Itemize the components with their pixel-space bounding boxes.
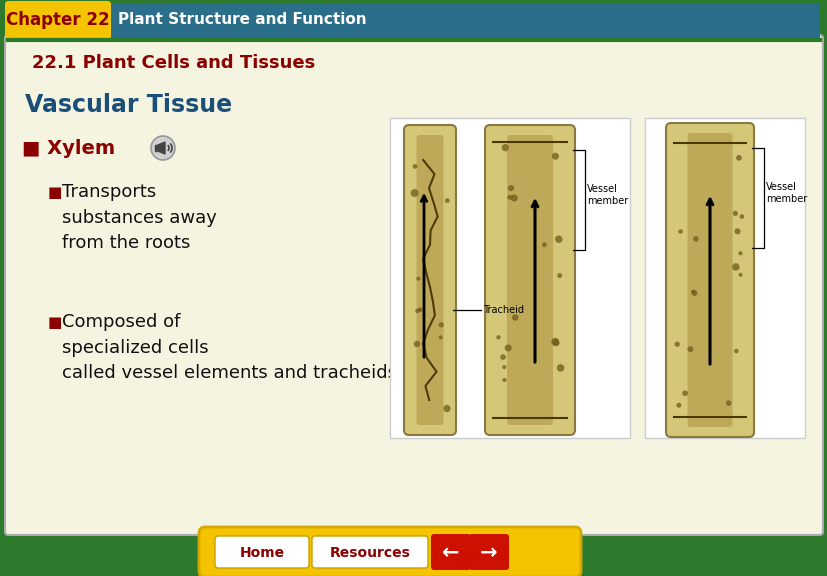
Circle shape <box>510 195 517 202</box>
Circle shape <box>677 229 682 234</box>
Circle shape <box>556 364 564 372</box>
Text: 22.1 Plant Cells and Tissues: 22.1 Plant Cells and Tissues <box>32 54 315 72</box>
FancyBboxPatch shape <box>665 123 753 437</box>
Text: Tracheid: Tracheid <box>482 305 523 315</box>
Text: Resources: Resources <box>329 546 410 560</box>
Text: Home: Home <box>239 546 284 560</box>
FancyBboxPatch shape <box>506 135 552 425</box>
Bar <box>644 118 804 438</box>
FancyBboxPatch shape <box>686 133 732 427</box>
Text: Vessel
member: Vessel member <box>765 182 806 204</box>
FancyBboxPatch shape <box>468 534 509 570</box>
Circle shape <box>415 309 419 313</box>
Circle shape <box>507 195 512 200</box>
Text: Plant Structure and Function: Plant Structure and Function <box>118 13 366 28</box>
Circle shape <box>554 236 562 243</box>
Text: ■: ■ <box>48 185 62 200</box>
Circle shape <box>552 339 559 346</box>
Circle shape <box>557 273 562 278</box>
FancyBboxPatch shape <box>416 135 443 425</box>
Circle shape <box>551 338 558 346</box>
Circle shape <box>738 273 742 277</box>
Text: Vessel
member: Vessel member <box>586 184 628 206</box>
Circle shape <box>444 198 449 203</box>
FancyBboxPatch shape <box>404 125 456 435</box>
Text: →: → <box>480 543 497 563</box>
Circle shape <box>442 405 450 412</box>
Circle shape <box>692 236 698 242</box>
Circle shape <box>738 251 742 255</box>
Text: ←: ← <box>442 543 459 563</box>
FancyBboxPatch shape <box>431 534 471 570</box>
Polygon shape <box>158 142 165 154</box>
Text: Chapter 22: Chapter 22 <box>6 11 110 29</box>
Circle shape <box>504 344 511 351</box>
FancyBboxPatch shape <box>5 1 111 39</box>
Circle shape <box>438 335 442 339</box>
Text: Transports
substances away
from the roots: Transports substances away from the root… <box>62 183 217 252</box>
Circle shape <box>417 308 422 312</box>
Polygon shape <box>155 145 158 151</box>
Text: ■ Xylem: ■ Xylem <box>22 138 115 157</box>
Circle shape <box>686 346 692 352</box>
Circle shape <box>674 342 679 347</box>
Text: Vascular Tissue: Vascular Tissue <box>25 93 232 117</box>
FancyBboxPatch shape <box>485 125 574 435</box>
FancyBboxPatch shape <box>198 527 581 576</box>
Circle shape <box>735 155 741 161</box>
Circle shape <box>495 335 500 339</box>
Circle shape <box>438 322 443 328</box>
Circle shape <box>502 378 506 382</box>
Circle shape <box>739 214 743 219</box>
Circle shape <box>414 341 419 347</box>
Circle shape <box>725 400 730 406</box>
Circle shape <box>416 276 420 281</box>
Circle shape <box>500 354 505 360</box>
Circle shape <box>734 348 738 353</box>
Circle shape <box>691 290 695 294</box>
Circle shape <box>734 228 739 234</box>
Circle shape <box>731 263 739 271</box>
Circle shape <box>732 211 737 216</box>
FancyBboxPatch shape <box>215 536 308 568</box>
Circle shape <box>501 144 509 151</box>
Circle shape <box>410 189 418 197</box>
Text: ■: ■ <box>48 315 62 330</box>
Circle shape <box>412 164 417 169</box>
FancyBboxPatch shape <box>5 35 822 535</box>
Text: Composed of
specialized cells
called vessel elements and tracheids: Composed of specialized cells called ves… <box>62 313 396 382</box>
Circle shape <box>552 153 558 160</box>
Circle shape <box>511 314 518 321</box>
Circle shape <box>507 185 514 191</box>
Circle shape <box>676 403 681 408</box>
Circle shape <box>691 290 696 296</box>
Circle shape <box>542 242 546 247</box>
Bar <box>390 118 629 438</box>
FancyBboxPatch shape <box>312 536 428 568</box>
Circle shape <box>502 365 506 369</box>
Circle shape <box>151 136 174 160</box>
Bar <box>108 4 819 38</box>
Circle shape <box>681 391 687 396</box>
